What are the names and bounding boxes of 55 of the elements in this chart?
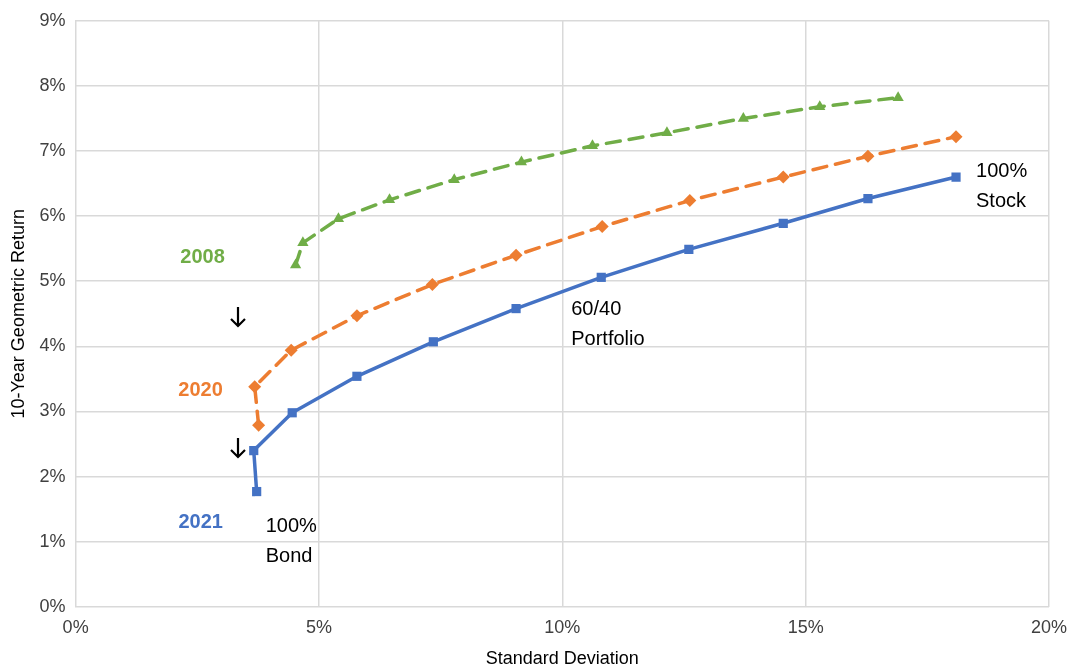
point (596, 272, 606, 282)
point (297, 236, 309, 247)
x-tick-label: 5% (305, 616, 332, 637)
y-tick-label: 3% (39, 400, 66, 421)
y-tick-label: 5% (39, 270, 66, 291)
annotation: 100% Bond (265, 514, 318, 567)
y-axis-title: 10-Year Geometric Return (7, 209, 28, 419)
point (863, 193, 873, 204)
y-tick-label: 4% (39, 335, 66, 356)
point (448, 173, 460, 183)
point (661, 126, 673, 137)
point (892, 91, 904, 101)
point (511, 304, 521, 314)
point (737, 111, 749, 122)
y-tick-label: 6% (39, 205, 66, 226)
point (252, 486, 262, 497)
point (284, 343, 298, 357)
point (249, 445, 259, 456)
point (350, 309, 364, 323)
point (332, 212, 345, 222)
series-label: 2021 (178, 510, 223, 533)
x-tick-label: 20% (1030, 616, 1067, 637)
point (515, 155, 528, 166)
x-tick-label: 15% (787, 616, 824, 637)
y-tick-label: 7% (39, 139, 66, 160)
x-tick-label: 0% (62, 616, 89, 637)
point (352, 371, 362, 381)
y-tick-label: 1% (39, 530, 66, 551)
annotation: 60/40 Portfolio (571, 296, 645, 349)
point (248, 380, 262, 394)
point (428, 337, 438, 347)
point (861, 149, 875, 163)
text: 2008 (180, 245, 225, 268)
point (595, 220, 609, 234)
point (425, 278, 439, 291)
point (289, 258, 302, 269)
point (586, 139, 599, 150)
y-tick-label: 2% (39, 465, 66, 486)
y-tick-label: 0% (39, 595, 66, 616)
point (776, 170, 790, 184)
point (778, 218, 788, 228)
x-tick-label: 10% (544, 616, 581, 637)
point (814, 100, 826, 110)
y-tick-label: 9% (39, 9, 66, 30)
series-label: 2020 (178, 377, 223, 400)
point (509, 248, 523, 262)
annotation: 100% Stock (976, 158, 1028, 211)
x-axis-title: Standard Deviation (485, 648, 639, 669)
point (683, 194, 697, 208)
point (287, 408, 297, 418)
point (949, 130, 963, 144)
point (252, 418, 266, 432)
point (684, 244, 694, 254)
y-tick-label: 8% (39, 74, 66, 95)
point (951, 172, 961, 182)
